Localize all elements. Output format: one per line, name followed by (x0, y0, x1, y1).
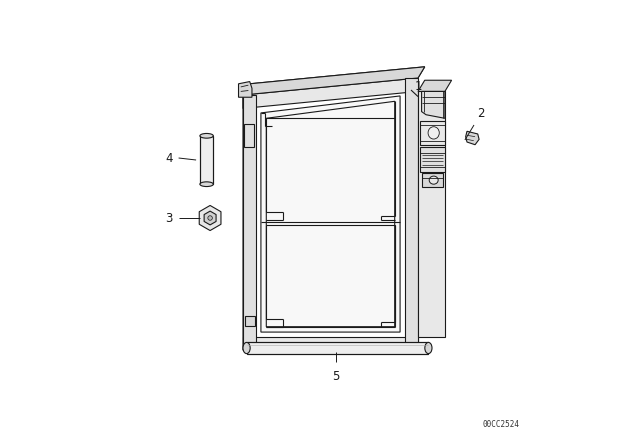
Text: 2: 2 (477, 107, 485, 120)
Polygon shape (243, 336, 418, 350)
Polygon shape (243, 67, 425, 95)
Polygon shape (243, 67, 425, 95)
Polygon shape (404, 78, 418, 350)
Polygon shape (422, 173, 443, 187)
Polygon shape (244, 124, 254, 146)
Circle shape (208, 216, 212, 220)
Polygon shape (420, 121, 445, 145)
Ellipse shape (425, 342, 432, 353)
Polygon shape (243, 95, 257, 350)
Ellipse shape (243, 342, 250, 353)
Ellipse shape (200, 182, 213, 186)
Polygon shape (418, 91, 445, 336)
Polygon shape (243, 78, 418, 108)
Text: 3: 3 (166, 211, 173, 224)
Polygon shape (245, 315, 255, 326)
Text: 5: 5 (332, 370, 340, 383)
Polygon shape (239, 82, 252, 97)
Ellipse shape (429, 176, 438, 184)
Polygon shape (204, 211, 216, 225)
Polygon shape (199, 206, 221, 231)
Polygon shape (200, 136, 213, 184)
Polygon shape (420, 147, 445, 172)
Text: 1: 1 (414, 80, 422, 93)
Ellipse shape (200, 134, 213, 138)
Text: 00CC2524: 00CC2524 (483, 420, 519, 429)
Ellipse shape (428, 127, 439, 139)
Polygon shape (246, 342, 428, 353)
Polygon shape (418, 80, 452, 91)
Polygon shape (466, 131, 479, 145)
Polygon shape (422, 91, 445, 118)
Text: 4: 4 (166, 151, 173, 164)
Polygon shape (243, 78, 418, 350)
Polygon shape (261, 96, 400, 332)
